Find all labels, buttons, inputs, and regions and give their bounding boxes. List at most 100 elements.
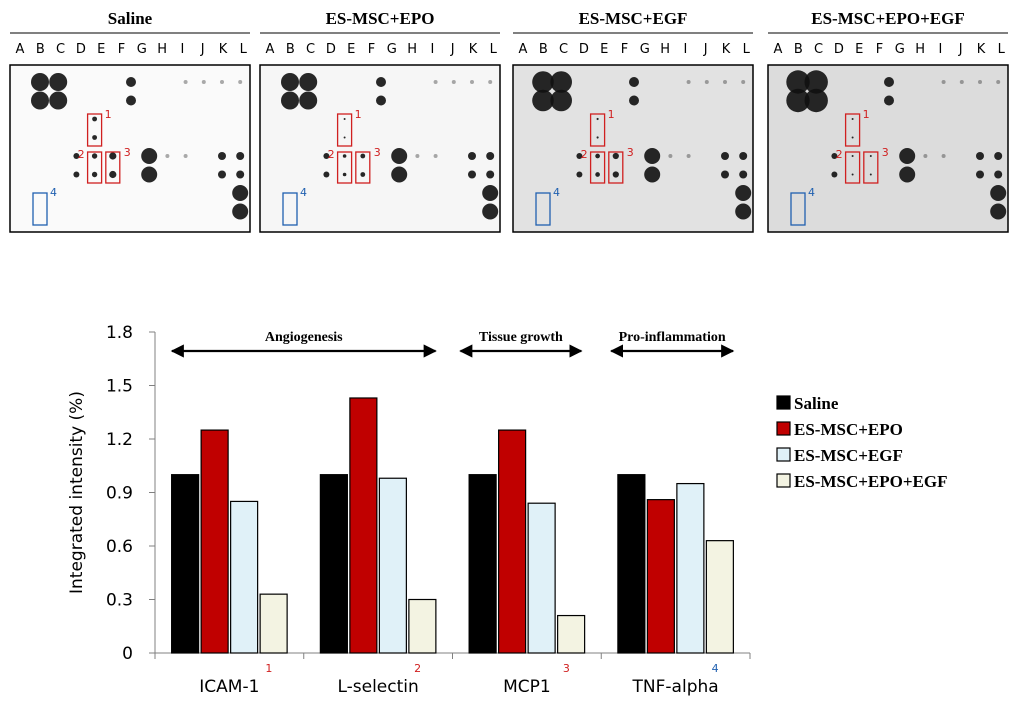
box-label: 2 [836, 148, 843, 161]
bar [557, 614, 586, 654]
column-letter: J [958, 42, 963, 57]
blot-spot [482, 203, 499, 220]
bar [705, 540, 734, 654]
column-letter: E [347, 42, 355, 57]
highlight-box [86, 151, 103, 184]
blot-spot [741, 80, 746, 84]
blot-spot [994, 170, 1003, 179]
blot-spot [91, 153, 98, 159]
blot-spot [49, 73, 68, 91]
blot-spot [804, 88, 828, 113]
x-tick-label: TNF-alpha [632, 677, 719, 697]
column-letter: L [490, 42, 498, 57]
column-letter: C [56, 42, 65, 57]
y-tick-label: 0.3 [106, 591, 133, 611]
column-letter: K [219, 42, 228, 57]
box-label: 1 [105, 108, 112, 121]
blot-spot [92, 135, 98, 140]
blot-spot [299, 73, 318, 91]
blot-spot [141, 148, 158, 164]
box-label: 4 [553, 186, 560, 199]
highlight-box [355, 151, 371, 184]
blot-spot [31, 91, 49, 110]
bar [171, 474, 200, 654]
blot-spot [468, 170, 476, 179]
blot-spot [220, 80, 224, 84]
column-letter: E [855, 42, 863, 57]
blot-spot [595, 153, 600, 159]
annotation: Angiogenesis [265, 330, 343, 345]
blot-spot [470, 80, 474, 84]
panel-title: ES-MSC+EPO+EGF [811, 9, 965, 28]
category-note: 1 [265, 662, 272, 675]
legend-swatch [776, 395, 791, 410]
blot-spot [786, 70, 810, 94]
blot-spot [976, 170, 984, 179]
blot-spot [996, 80, 1001, 84]
bar [349, 397, 378, 654]
blot-image [9, 64, 251, 233]
blot-spot [360, 172, 366, 177]
blot-spot [391, 166, 408, 183]
legend-label: Saline [794, 394, 839, 413]
blot-spot [92, 116, 98, 122]
column-letter: F [368, 42, 375, 57]
bar [646, 499, 675, 654]
y-tick-label: 0.6 [106, 537, 133, 557]
blot-spot [488, 80, 493, 84]
blot-spot [941, 154, 946, 158]
bar [230, 500, 259, 654]
x-tick-label: ICAM-1 [199, 677, 259, 697]
box-label: 2 [581, 148, 588, 161]
blot-spot [899, 148, 916, 164]
blot-spot [576, 171, 583, 178]
box-label: 4 [50, 186, 57, 199]
blot-spot [884, 77, 894, 87]
bar [468, 474, 497, 654]
highlight-box [535, 192, 551, 226]
column-letter: I [938, 42, 942, 57]
column-letter: G [895, 42, 905, 57]
blot-spot [91, 171, 98, 178]
highlight-box [32, 192, 48, 226]
column-letter: B [539, 42, 548, 57]
highlight-box [863, 151, 879, 184]
blot-image [259, 64, 501, 233]
highlight-box [336, 113, 353, 147]
blot-spot [644, 166, 661, 183]
blot-spot [576, 153, 583, 159]
blot-spot [232, 185, 249, 201]
blot-spot [994, 152, 1003, 160]
column-letter: D [326, 42, 336, 57]
column-letter: D [834, 42, 844, 57]
column-letter: H [915, 42, 925, 57]
legend-swatch [776, 473, 791, 488]
blot-spot [721, 170, 729, 179]
blot-spot [342, 154, 347, 158]
blot-spot [323, 153, 330, 159]
blot-spot [49, 91, 68, 110]
column-letter: H [660, 42, 670, 57]
blot-spot [281, 91, 299, 110]
column-letter: H [157, 42, 167, 57]
legend-swatch [776, 421, 791, 436]
legend-label: ES-MSC+EPO [794, 420, 903, 439]
column-letter: C [814, 42, 823, 57]
blot-spot [236, 152, 245, 160]
box-label: 3 [124, 146, 131, 159]
blot-spot [550, 71, 572, 93]
blot-spot [735, 203, 752, 220]
blot-spot [884, 95, 894, 106]
blot-image [512, 64, 754, 233]
blot-spot [899, 166, 916, 183]
blot-spot [218, 152, 226, 160]
blot-spot [236, 170, 245, 179]
blot-spot [831, 153, 838, 159]
panel-title: ES-MSC+EPO [326, 9, 435, 28]
blot-spot [183, 80, 188, 84]
blot-spot [851, 118, 854, 120]
y-tick-label: 1.8 [106, 323, 133, 343]
column-letter: F [118, 42, 125, 57]
category-note: 4 [712, 662, 719, 675]
column-letter: D [76, 42, 86, 57]
